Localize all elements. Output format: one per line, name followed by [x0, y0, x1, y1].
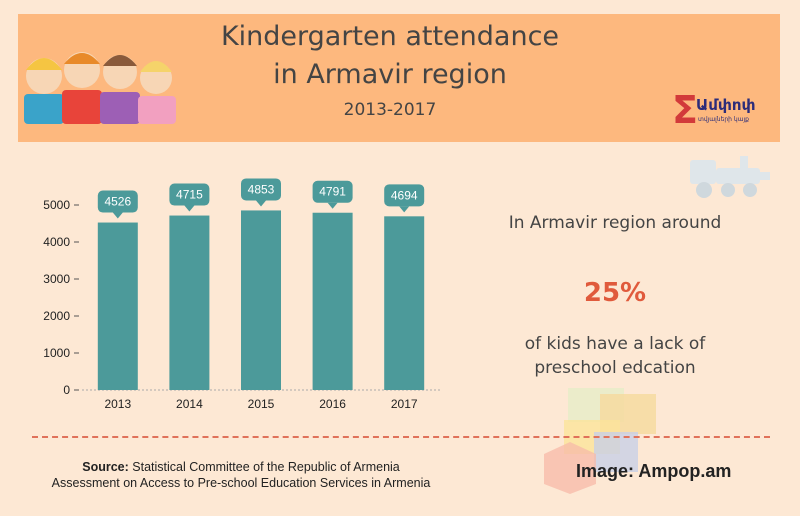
data-label: 4791 [319, 185, 346, 199]
data-label-bubble [312, 180, 353, 203]
image-credit: Image: Ampop.am [576, 461, 732, 481]
x-tick-label: 2014 [176, 397, 203, 411]
ampop-logo: Σ Ամփոփ տվյալների կայք [672, 88, 772, 134]
bar-chart: 0 1000 2000 3000 4000 5000 4526 2013 4715 2014 485… [43, 178, 440, 411]
x-tick-label: 2017 [391, 397, 418, 411]
chart-title: Kindergarten attendance in Armavir regio… [220, 21, 560, 90]
x-tick-label: 2016 [319, 397, 346, 411]
source-note: Source: Statistical Committee of the Rep… [36, 459, 446, 491]
bar [312, 212, 353, 390]
y-tick-label: 4000 [43, 235, 70, 249]
logo-tagline: տվյալների կայք [698, 116, 749, 123]
source-label: Source: [82, 460, 129, 474]
sigma-icon: Σ [672, 88, 698, 132]
bar [384, 216, 425, 390]
data-label-pointer [184, 205, 195, 212]
annotation-intro: In Armavir region around [508, 213, 722, 233]
data-label-bubble [384, 184, 425, 207]
data-label-bubble [97, 190, 138, 213]
data-label: 4694 [391, 188, 418, 202]
data-label-pointer [399, 206, 410, 213]
chart-subtitle: 2013-2017 [343, 100, 437, 120]
bar [169, 215, 210, 390]
data-label-pointer [327, 202, 338, 209]
kids-illustration-icon [24, 52, 176, 124]
data-label: 4853 [248, 182, 275, 196]
annotation-percent: 25% [583, 278, 647, 308]
section-divider [32, 436, 770, 438]
y-tick-label: 0 [63, 383, 70, 397]
data-label: 4526 [104, 195, 131, 209]
bar [241, 210, 281, 390]
toy-train-icon [690, 156, 770, 198]
x-tick-label: 2013 [104, 397, 131, 411]
annotation-outro: of kids have a lack of preschool edcatio… [524, 334, 706, 378]
source-text-1: Statistical Committee of the Republic of… [132, 460, 400, 474]
y-tick-label: 1000 [43, 346, 70, 360]
x-tick-label: 2015 [248, 397, 275, 411]
data-label-pointer [256, 200, 266, 207]
y-tick-label: 3000 [43, 272, 70, 286]
source-text-2: Assessment on Access to Pre-school Educa… [51, 476, 431, 490]
bar [97, 222, 138, 390]
y-tick-label: 2000 [43, 309, 70, 323]
data-label-pointer [112, 212, 123, 219]
data-label-bubble [169, 183, 210, 206]
data-label-bubble [241, 178, 281, 201]
logo-name: Ամփոփ [696, 96, 756, 114]
data-label: 4715 [176, 188, 203, 202]
y-tick-label: 5000 [43, 198, 70, 212]
